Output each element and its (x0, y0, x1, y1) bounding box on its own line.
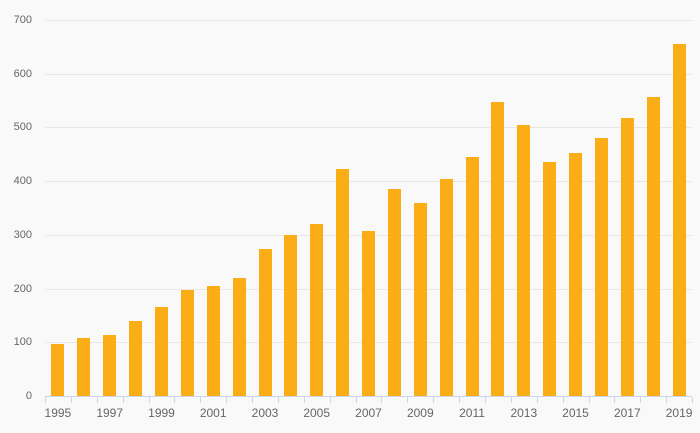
x-axis-label: 2017 (613, 406, 641, 420)
bar-1999[interactable] (155, 307, 168, 396)
bar-1997[interactable] (103, 335, 117, 396)
x-axis-tick (148, 397, 150, 403)
y-gridline (45, 127, 692, 128)
bar-2011[interactable] (465, 157, 479, 396)
x-axis-tick (96, 397, 98, 403)
bar-1998[interactable] (129, 321, 143, 396)
x-axis-label: 2015 (562, 406, 589, 420)
x-axis-label: 2019 (665, 406, 693, 420)
bar-2004[interactable] (284, 235, 298, 396)
x-axis-tick (666, 397, 668, 403)
bar-2018[interactable] (646, 97, 660, 396)
bar-2014[interactable] (543, 162, 557, 396)
bar-2002[interactable] (232, 278, 246, 396)
x-axis-label: 2005 (303, 406, 331, 420)
bar-2013[interactable] (517, 125, 531, 396)
x-axis-line (45, 396, 692, 397)
x-axis-tick (200, 397, 202, 403)
bar-1996[interactable] (77, 338, 91, 396)
bar-2005[interactable] (310, 224, 324, 396)
y-gridline (45, 74, 692, 75)
y-axis-label: 100 (13, 336, 32, 348)
bar-2019[interactable] (672, 44, 686, 396)
x-axis-label: 2009 (406, 406, 434, 420)
bar-2017[interactable] (620, 118, 634, 396)
x-axis-tick (459, 397, 461, 403)
x-axis-label: 1997 (96, 406, 124, 420)
y-axis-label: 700 (13, 14, 32, 26)
x-axis-tick (407, 397, 409, 403)
x-axis-label: 1995 (44, 406, 72, 420)
bar-2007[interactable] (362, 231, 375, 396)
bar-2016[interactable] (594, 138, 608, 396)
y-axis-label: 400 (13, 175, 32, 187)
bar-2001[interactable] (206, 286, 220, 396)
bar-2009[interactable] (413, 203, 427, 396)
y-axis-label: 200 (13, 283, 32, 295)
x-axis-tick (510, 397, 512, 403)
x-axis-tick (562, 397, 564, 403)
x-axis-tick (277, 397, 279, 403)
bar-2006[interactable] (336, 169, 350, 396)
y-axis-label: 500 (13, 121, 32, 133)
x-axis-tick (70, 397, 72, 403)
x-axis-label: 2001 (199, 406, 227, 420)
bar-1995[interactable] (51, 344, 65, 396)
x-axis-tick (536, 397, 538, 403)
bar-2003[interactable] (258, 249, 272, 396)
x-axis-tick (226, 397, 228, 403)
bar-2010[interactable] (439, 179, 453, 396)
bar-2015[interactable] (569, 153, 582, 396)
y-axis-label: 600 (13, 68, 32, 80)
x-axis-tick (329, 397, 331, 403)
x-axis-tick (692, 397, 693, 403)
x-axis-tick (303, 397, 305, 403)
y-gridline (45, 20, 692, 21)
x-axis-tick (174, 397, 176, 403)
x-axis-tick (252, 397, 253, 403)
bar-2000[interactable] (180, 290, 194, 396)
bar-2008[interactable] (387, 189, 401, 396)
x-axis-label: 1999 (148, 406, 175, 420)
x-axis-tick (355, 397, 357, 403)
x-axis-label: 2007 (355, 406, 382, 420)
x-axis-label: 2013 (510, 406, 538, 420)
y-axis-label: 300 (13, 229, 32, 241)
x-axis-tick (433, 397, 435, 403)
x-axis-tick (122, 397, 124, 403)
x-axis-tick (485, 397, 486, 403)
x-axis-tick (45, 397, 46, 403)
x-axis-label: 2003 (251, 406, 279, 420)
x-axis-tick (588, 397, 590, 403)
x-axis-label: 2011 (459, 406, 485, 420)
x-axis-tick (614, 397, 616, 403)
y-axis-label: 0 (25, 390, 32, 402)
bar-2012[interactable] (491, 102, 505, 396)
x-axis-tick (381, 397, 383, 403)
x-axis-tick (640, 397, 642, 403)
